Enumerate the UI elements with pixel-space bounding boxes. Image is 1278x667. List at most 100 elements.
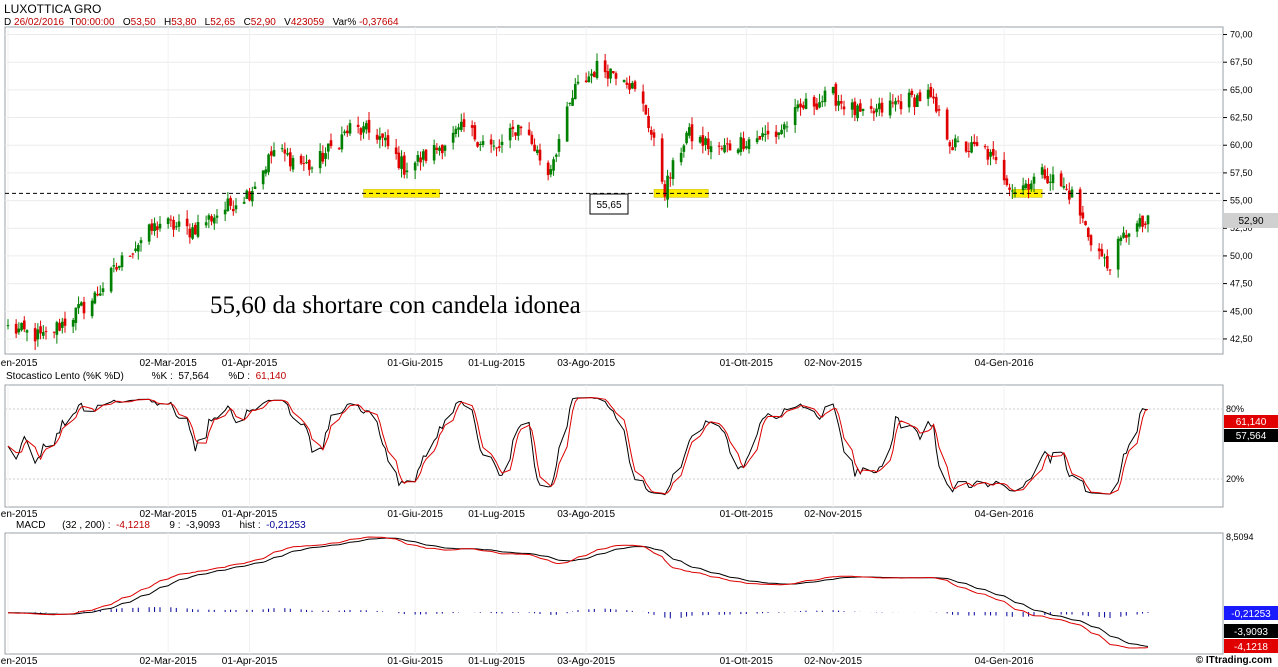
candle-body — [647, 115, 650, 129]
candle-body — [139, 240, 143, 244]
candle — [986, 145, 990, 166]
candle — [470, 120, 474, 137]
candle — [402, 152, 406, 179]
candle-body — [1043, 169, 1047, 179]
candle — [231, 200, 235, 216]
candle-body — [52, 331, 56, 333]
candle — [948, 140, 952, 154]
candle — [679, 147, 683, 166]
candle — [1040, 163, 1044, 179]
candle — [473, 121, 477, 142]
candle-body — [172, 219, 175, 230]
candle-body — [818, 102, 821, 108]
candle-body — [39, 326, 42, 334]
candle-body — [25, 330, 29, 333]
candle — [500, 134, 504, 153]
candle-body — [888, 100, 892, 116]
candle-body — [986, 148, 990, 160]
candle — [74, 307, 78, 331]
x-tick-label: 01-Apr-2015 — [222, 656, 278, 667]
candle — [652, 128, 656, 147]
candle-body — [231, 208, 235, 212]
candle-body — [1119, 237, 1123, 242]
candle-body — [321, 152, 325, 162]
candle-body — [93, 292, 97, 304]
candle-body — [166, 218, 170, 224]
candle — [1105, 249, 1109, 271]
candle — [926, 84, 930, 107]
candle — [641, 84, 645, 112]
candle — [766, 122, 770, 140]
candle — [1146, 214, 1150, 233]
candle — [894, 97, 897, 112]
candle-body — [497, 146, 501, 148]
y-tick-label: 67,50 — [1230, 57, 1253, 67]
candle-body — [1010, 190, 1014, 192]
price-panel-frame — [4, 26, 1224, 355]
candle-body — [820, 101, 824, 103]
macd-title: MACD — [16, 520, 46, 531]
signal-tag-bg — [1224, 624, 1278, 638]
candle-body — [264, 169, 268, 174]
candle-body — [837, 100, 840, 106]
candle-body — [744, 146, 748, 149]
candle-body — [204, 222, 208, 226]
candle — [858, 99, 862, 112]
candle — [115, 262, 118, 272]
candlesticks — [6, 53, 1150, 350]
y-tick-label: 57,50 — [1230, 168, 1253, 178]
candle — [36, 323, 40, 347]
candle — [383, 131, 387, 148]
candle — [1070, 186, 1074, 198]
candle — [804, 92, 808, 110]
candle — [394, 139, 398, 160]
candle — [242, 196, 246, 205]
stoch-k-line — [7, 396, 1149, 496]
signal-value: -3,9093 — [186, 520, 221, 531]
x-tick-label: 01-Lug-2015 — [468, 358, 525, 369]
candle-body — [1024, 183, 1028, 189]
candle — [747, 136, 751, 154]
candle — [728, 139, 732, 151]
candle — [780, 124, 783, 135]
candle — [834, 82, 838, 112]
candle — [527, 122, 531, 136]
candle-body — [476, 142, 479, 147]
candle-body — [1124, 234, 1128, 238]
candle-body — [155, 226, 159, 231]
candle — [842, 100, 846, 116]
candle-body — [856, 105, 859, 119]
candle — [280, 144, 284, 153]
candle-body — [742, 138, 745, 150]
candle-body — [286, 153, 289, 155]
candle-body — [478, 144, 482, 146]
candle-body — [234, 205, 238, 210]
candle-body — [212, 217, 216, 224]
candle-body — [267, 154, 270, 173]
candle — [101, 282, 105, 296]
candle-body — [554, 154, 558, 157]
candle-body — [850, 102, 854, 110]
candle — [462, 112, 466, 132]
candle-body — [896, 100, 900, 102]
candle — [419, 151, 422, 171]
candle-body — [14, 323, 18, 334]
candle — [744, 141, 748, 150]
candle-body — [1078, 189, 1082, 216]
stoch-d-tag-label: 61,140 — [1236, 417, 1267, 428]
candle-body — [571, 97, 574, 106]
macd-tag-label: -4,1218 — [1234, 642, 1268, 653]
candle — [1046, 167, 1049, 184]
candle — [951, 139, 954, 151]
candle-body — [345, 130, 349, 134]
candle — [435, 143, 439, 154]
candle-body — [869, 106, 873, 109]
candle — [763, 125, 767, 142]
candle — [1059, 170, 1063, 188]
candle — [318, 143, 322, 174]
candle-body — [1027, 183, 1030, 190]
candle-body — [842, 106, 846, 110]
candle — [245, 189, 249, 200]
candle — [880, 97, 884, 117]
macd-value: -4,1218 — [116, 520, 150, 531]
